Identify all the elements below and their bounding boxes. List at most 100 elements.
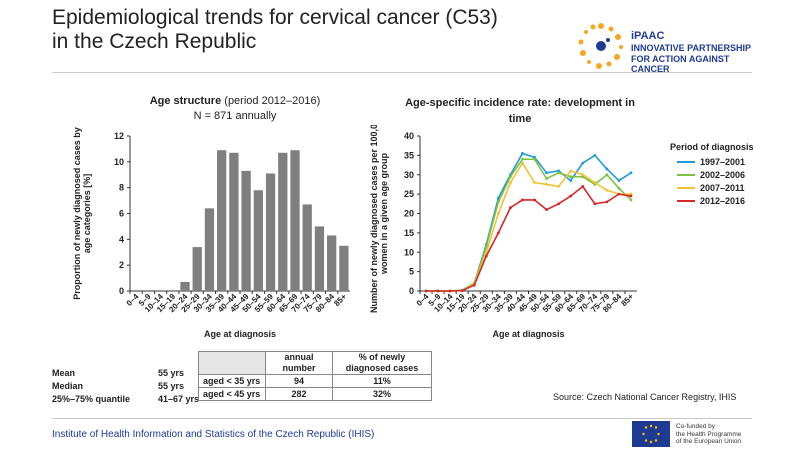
stat-quantile: 25%–75% quantile 41–67 yrs (52, 393, 199, 406)
series-point (509, 175, 512, 179)
y-tick-label: 0 (409, 286, 414, 296)
series-point (593, 202, 597, 206)
slide-title-line1: Epidemiological trends for cervical canc… (52, 6, 498, 29)
stat-label: Mean (52, 368, 76, 378)
series-point (593, 153, 597, 157)
y-axis-label: Proportion of newly diagnosed cases byag… (72, 127, 92, 300)
summary-header-blank (198, 351, 266, 375)
bar (180, 281, 190, 291)
y-tick-label: 0 (119, 286, 124, 296)
series-line (426, 158, 632, 292)
series-point (629, 192, 633, 196)
bar (192, 247, 202, 291)
bar (253, 190, 263, 291)
series-point (533, 181, 536, 184)
legend-title: Period of diagnosis (670, 142, 754, 152)
series-point (509, 181, 512, 184)
summary-header-percent: % of newly diagnosed cases (332, 351, 432, 375)
series-point (521, 198, 524, 202)
x-axis-label: Age at diagnosis (204, 329, 276, 339)
series-point (533, 157, 536, 161)
series-point (581, 173, 585, 177)
series-point (605, 200, 609, 204)
series-point (617, 186, 621, 190)
series-point (557, 202, 561, 206)
x-tick-label: 85+ (332, 292, 348, 308)
legend-label: 2007–2011 (700, 183, 745, 193)
series-point (605, 188, 609, 192)
series-point (629, 198, 633, 202)
eu-text-line: Co-funded by (676, 423, 716, 430)
series-point (521, 157, 524, 161)
y-tick-label: 30 (404, 170, 414, 180)
stat-label: 25%–75% quantile (52, 394, 131, 404)
series-point (557, 171, 561, 175)
x-tick-label: 85+ (619, 292, 635, 308)
summary-row-label: aged < 35 yrs (198, 374, 266, 388)
series-point (533, 198, 536, 202)
y-axis-label: Number of newly diagnosed cases per 100,… (369, 125, 389, 313)
series-point (617, 179, 621, 182)
y-tick-label: 2 (119, 260, 124, 270)
y-tick-label: 4 (119, 234, 124, 244)
summary-row: aged < 45 yrs 282 32% (198, 387, 432, 401)
series-point (424, 289, 428, 293)
series-point (460, 289, 464, 293)
series-point (484, 250, 488, 254)
bar-chart-title: Age structure (period 2012–2016) (95, 95, 375, 107)
series-point (545, 183, 548, 186)
stat-value: 41–67 yrs (158, 394, 200, 404)
series-point (496, 200, 500, 204)
series-point (545, 208, 548, 212)
series-point (605, 167, 609, 171)
stats-block: Mean 55 yrs Median 55 yrs 25%–75% quantile… (52, 367, 199, 406)
eu-text-line: of the European Union (676, 438, 742, 445)
bar (265, 173, 276, 291)
summary-row-number: 94 (265, 374, 333, 388)
summary-row: aged < 35 yrs 94 11% (198, 374, 432, 388)
bar (217, 150, 227, 291)
y-tick-label: 25 (404, 189, 414, 199)
legend-label: 1997–2001 (700, 157, 745, 167)
slide-title: Epidemiological trends for cervical canc… (52, 6, 532, 54)
series-line (426, 185, 632, 292)
series-point (581, 161, 585, 165)
series-point (496, 231, 500, 235)
summary-header-row: annual number % of newly diagnosed cases (198, 351, 432, 375)
logo-line1: INNOVATIVE PARTNERSHIP (631, 43, 752, 53)
y-tick-label: 5 (409, 267, 414, 277)
line-chart: 05101520253035400–45–910–1415–1920–2425–… (369, 125, 754, 339)
legend-label: 2012–2016 (700, 196, 745, 206)
summary-header-number: annual number (265, 351, 333, 375)
summary-row-percent: 32% (332, 387, 432, 401)
y-tick-label: 20 (404, 209, 414, 219)
series-point (569, 179, 573, 182)
logo-line2: FOR ACTION AGAINST CANCER (631, 54, 730, 74)
series-point (617, 192, 621, 196)
source-note: Source: Czech National Cancer Registry, … (553, 392, 737, 402)
summary-table: annual number % of newly diagnosed cases… (198, 351, 432, 401)
ipaac-logo: iPAAC INNOVATIVE PARTNERSHIP FOR ACTION … (575, 18, 765, 80)
series-point (569, 175, 573, 179)
footer-text: Institute of Health Information and Stat… (52, 429, 375, 440)
y-tick-label: 8 (119, 183, 124, 193)
series-point (484, 254, 488, 258)
y-tick-label: 12 (114, 131, 124, 141)
series-point (533, 155, 536, 159)
series-point (569, 194, 573, 198)
y-tick-label: 6 (119, 209, 124, 219)
series-point (557, 169, 561, 173)
eu-cofunding-text: Co-funded by the Health Programme of the… (676, 423, 756, 446)
series-point (629, 171, 633, 175)
series-point (581, 184, 585, 188)
y-tick-label: 40 (404, 131, 414, 141)
bar (339, 245, 349, 291)
series-point (629, 194, 633, 198)
series-line (426, 161, 631, 292)
stat-label: Median (52, 381, 84, 391)
series-point (448, 289, 452, 293)
bar-chart-subtitle: N = 871 annually (193, 110, 277, 122)
stat-value: 55 yrs (158, 368, 185, 378)
series-point (521, 152, 524, 155)
y-tick-label: 35 (404, 150, 414, 160)
